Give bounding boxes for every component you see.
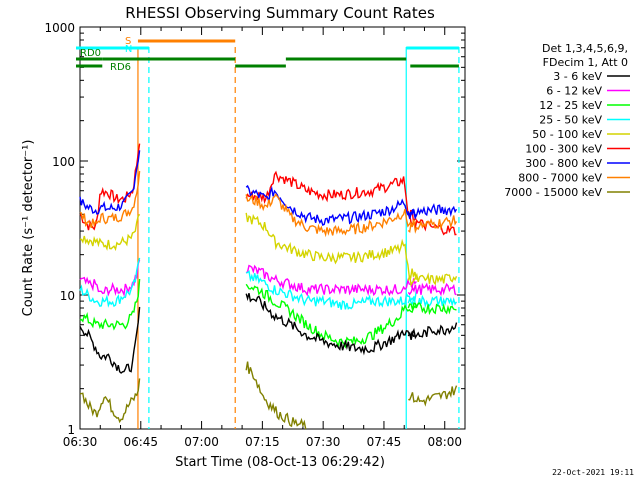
series-line xyxy=(407,282,457,297)
legend-entry-label: 800 - 7000 keV xyxy=(518,172,602,185)
flag-label: N xyxy=(125,44,132,55)
legend-header: FDecim 1, Att 0 xyxy=(543,56,628,69)
series-group xyxy=(79,143,458,430)
x-tick-label: 07:45 xyxy=(367,435,402,449)
legend-entry-label: 25 - 50 keV xyxy=(539,114,602,127)
flag-label: S xyxy=(125,36,131,47)
flag-label: RD6 xyxy=(110,62,131,73)
x-tick-label: 07:30 xyxy=(306,435,341,449)
legend-header: Det 1,3,4,5,6,9, xyxy=(542,42,628,55)
y-tick-label: 100 xyxy=(52,155,75,169)
x-tick-label: 08:00 xyxy=(427,435,462,449)
series-line xyxy=(79,378,141,424)
series-line xyxy=(407,272,458,287)
series-line xyxy=(79,257,141,308)
flag-bars: SN RD0 RD6 xyxy=(76,36,459,73)
series-line xyxy=(407,322,458,341)
series-line xyxy=(245,283,417,349)
series-line xyxy=(245,361,307,430)
legend-entry-label: 100 - 300 keV xyxy=(525,143,602,156)
legend-entry-label: 6 - 12 keV xyxy=(546,85,602,98)
legend-entry-label: 3 - 6 keV xyxy=(553,70,602,83)
y-axis: 1 10 100 1000 xyxy=(44,21,465,437)
series-line xyxy=(79,306,141,374)
series-line xyxy=(408,385,458,407)
y-tick-label: 1 xyxy=(67,423,75,437)
plot-frame xyxy=(79,26,466,430)
x-tick-label: 07:00 xyxy=(184,435,219,449)
series-line xyxy=(79,259,141,298)
x-axis-label: Start Time (08-Oct-13 06:29:42) xyxy=(175,455,385,470)
series-line xyxy=(245,184,417,226)
legend-entry-label: 300 - 800 keV xyxy=(525,157,602,170)
series-line xyxy=(245,264,417,297)
series-line xyxy=(245,170,417,224)
x-tick-label: 06:45 xyxy=(123,435,158,449)
series-line xyxy=(79,143,141,231)
series-line xyxy=(245,270,418,310)
y-tick-label: 10 xyxy=(60,289,75,303)
series-line xyxy=(79,150,141,215)
legend-entry-label: 7000 - 15000 keV xyxy=(504,186,602,199)
series-line xyxy=(79,213,141,252)
legend: Det 1,3,4,5,6,9,FDecim 1, Att 03 - 6 keV… xyxy=(504,42,630,199)
timestamp: 22-Oct-2021 19:11 xyxy=(552,468,634,477)
series-line xyxy=(79,171,141,229)
x-axis: 06:30 06:45 07:00 07:15 07:30 07:45 08:00 xyxy=(63,27,466,449)
series-line xyxy=(407,302,457,316)
y-axis-label: Count Rate (s⁻¹ detector⁻¹) xyxy=(21,140,36,317)
chart-title: RHESSI Observing Summary Count Rates xyxy=(125,4,435,22)
series-line xyxy=(245,193,418,238)
legend-entry-label: 50 - 100 keV xyxy=(532,128,602,141)
series-line xyxy=(407,203,458,220)
series-line xyxy=(245,293,417,356)
x-tick-label: 06:30 xyxy=(63,435,98,449)
series-line xyxy=(79,278,141,331)
flag-label: RD0 xyxy=(80,48,101,59)
series-line xyxy=(408,215,457,236)
x-tick-label: 07:15 xyxy=(245,435,280,449)
series-line xyxy=(245,212,418,280)
legend-entry-label: 12 - 25 keV xyxy=(539,99,602,112)
y-tick-label: 1000 xyxy=(44,21,75,35)
vertical-markers xyxy=(137,47,460,429)
series-line xyxy=(407,215,458,234)
